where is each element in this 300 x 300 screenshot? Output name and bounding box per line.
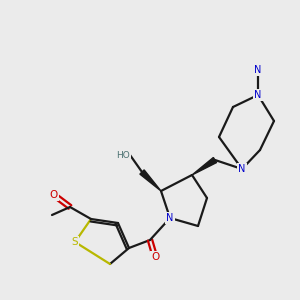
Text: S: S (72, 237, 78, 247)
Text: O: O (151, 252, 159, 262)
Text: N: N (254, 65, 262, 75)
Text: N: N (166, 213, 174, 223)
Polygon shape (140, 170, 161, 191)
Text: O: O (50, 190, 58, 200)
Text: N: N (254, 90, 262, 100)
Text: HO: HO (116, 151, 130, 160)
Text: N: N (238, 164, 246, 174)
Polygon shape (192, 158, 217, 175)
